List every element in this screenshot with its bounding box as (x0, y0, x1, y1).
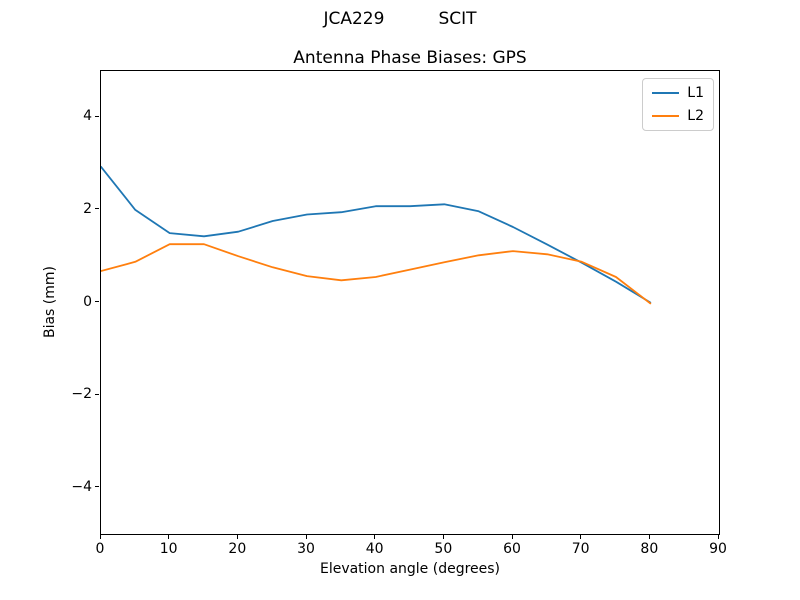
x-tick-mark (717, 535, 719, 539)
x-tick-mark (99, 535, 101, 539)
legend: L1 L2 (642, 78, 714, 131)
y-tick-label: 0 (83, 293, 92, 310)
y-tick-label: 2 (83, 200, 92, 217)
y-axis-label: Bias (mm) (42, 265, 58, 339)
series-line-l1 (101, 165, 652, 304)
y-tick-mark (95, 301, 99, 302)
legend-label-l1: L1 (687, 85, 704, 101)
legend-item-l1: L1 (652, 86, 704, 100)
chart-title: Antenna Phase Biases: GPS (293, 48, 527, 68)
x-tick-label: 80 (640, 541, 659, 557)
x-tick-label: 90 (709, 541, 727, 557)
plot-area (100, 70, 720, 535)
x-tick-mark (580, 535, 582, 539)
series-line-l2 (101, 243, 652, 305)
x-tick-label: 70 (571, 541, 590, 557)
y-tick-label: −4 (71, 478, 92, 495)
x-tick-label: 30 (297, 541, 315, 557)
x-tick-mark (374, 535, 376, 539)
y-tick-mark (95, 486, 99, 488)
x-tick-label: 60 (503, 541, 521, 557)
x-tick-mark (305, 535, 307, 539)
x-tick-mark (648, 535, 650, 539)
series-lines-canvas (101, 165, 652, 305)
y-tick-mark (95, 208, 99, 210)
x-axis-label: Elevation angle (degrees) (319, 561, 501, 577)
legend-item-l2: L2 (652, 109, 704, 123)
figure-suptitle: JCA229 SCIT (323, 9, 477, 29)
legend-line-l1 (652, 92, 680, 94)
x-tick-mark (168, 535, 170, 539)
x-tick-label: 50 (434, 541, 453, 557)
legend-line-l2 (652, 115, 680, 117)
x-tick-mark (442, 535, 444, 539)
y-tick-label: −2 (71, 386, 92, 403)
x-tick-label: 0 (95, 541, 105, 557)
y-tick-mark (95, 393, 99, 395)
x-tick-label: 20 (228, 541, 247, 557)
legend-label-l2: L2 (687, 108, 704, 124)
x-tick-mark (511, 535, 513, 539)
y-tick-label: 4 (83, 108, 92, 125)
x-tick-label: 40 (365, 541, 384, 557)
y-tick-mark (95, 115, 99, 117)
x-tick-mark (236, 535, 238, 539)
x-tick-label: 10 (159, 541, 178, 557)
